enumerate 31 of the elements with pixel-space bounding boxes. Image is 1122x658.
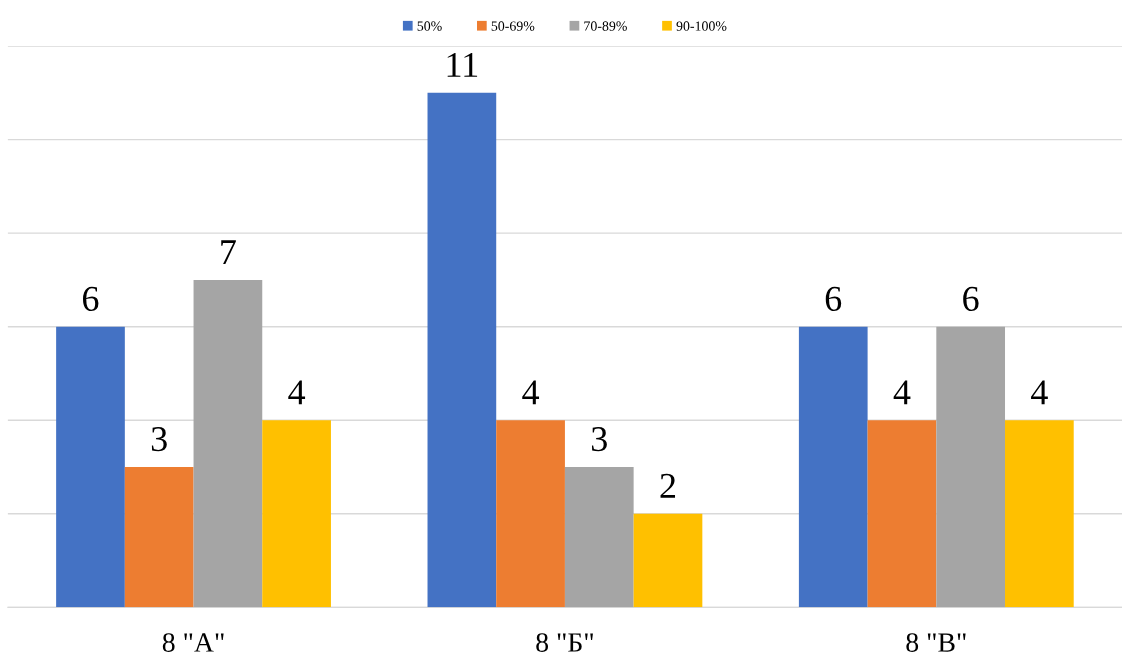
data-label: 4 — [893, 380, 911, 405]
bar — [798, 326, 868, 608]
legend-label: 50% — [417, 21, 442, 31]
data-label: 3 — [591, 427, 607, 452]
bar — [496, 420, 565, 608]
data-label: 6 — [825, 286, 842, 312]
data-label: 4 — [1031, 380, 1048, 405]
data-label: 3 — [151, 427, 167, 452]
bar — [867, 420, 937, 608]
bar — [56, 326, 125, 608]
data-label: 4 — [522, 380, 540, 405]
x-tick-label: 8 "Б" — [536, 633, 593, 652]
bar — [427, 92, 497, 608]
legend-label: 90-100% — [676, 21, 727, 31]
data-label: 2 — [660, 473, 676, 498]
data-label: 4 — [288, 380, 306, 405]
legend-label: 50-69% — [491, 21, 535, 31]
bar — [124, 467, 194, 608]
data-label: 6 — [963, 286, 979, 312]
x-tick-label: 8 "А" — [162, 633, 224, 652]
bar — [633, 513, 703, 608]
data-label: 11 — [447, 52, 478, 77]
bar — [1005, 420, 1074, 608]
data-label: 6 — [83, 286, 99, 312]
bar — [564, 467, 634, 608]
bar — [936, 326, 1006, 608]
bar — [262, 420, 331, 608]
x-tick-label: 8 "В" — [906, 633, 966, 652]
data-label: 7 — [221, 240, 236, 264]
legend-label: 70-89% — [584, 21, 627, 31]
bar — [193, 279, 263, 608]
